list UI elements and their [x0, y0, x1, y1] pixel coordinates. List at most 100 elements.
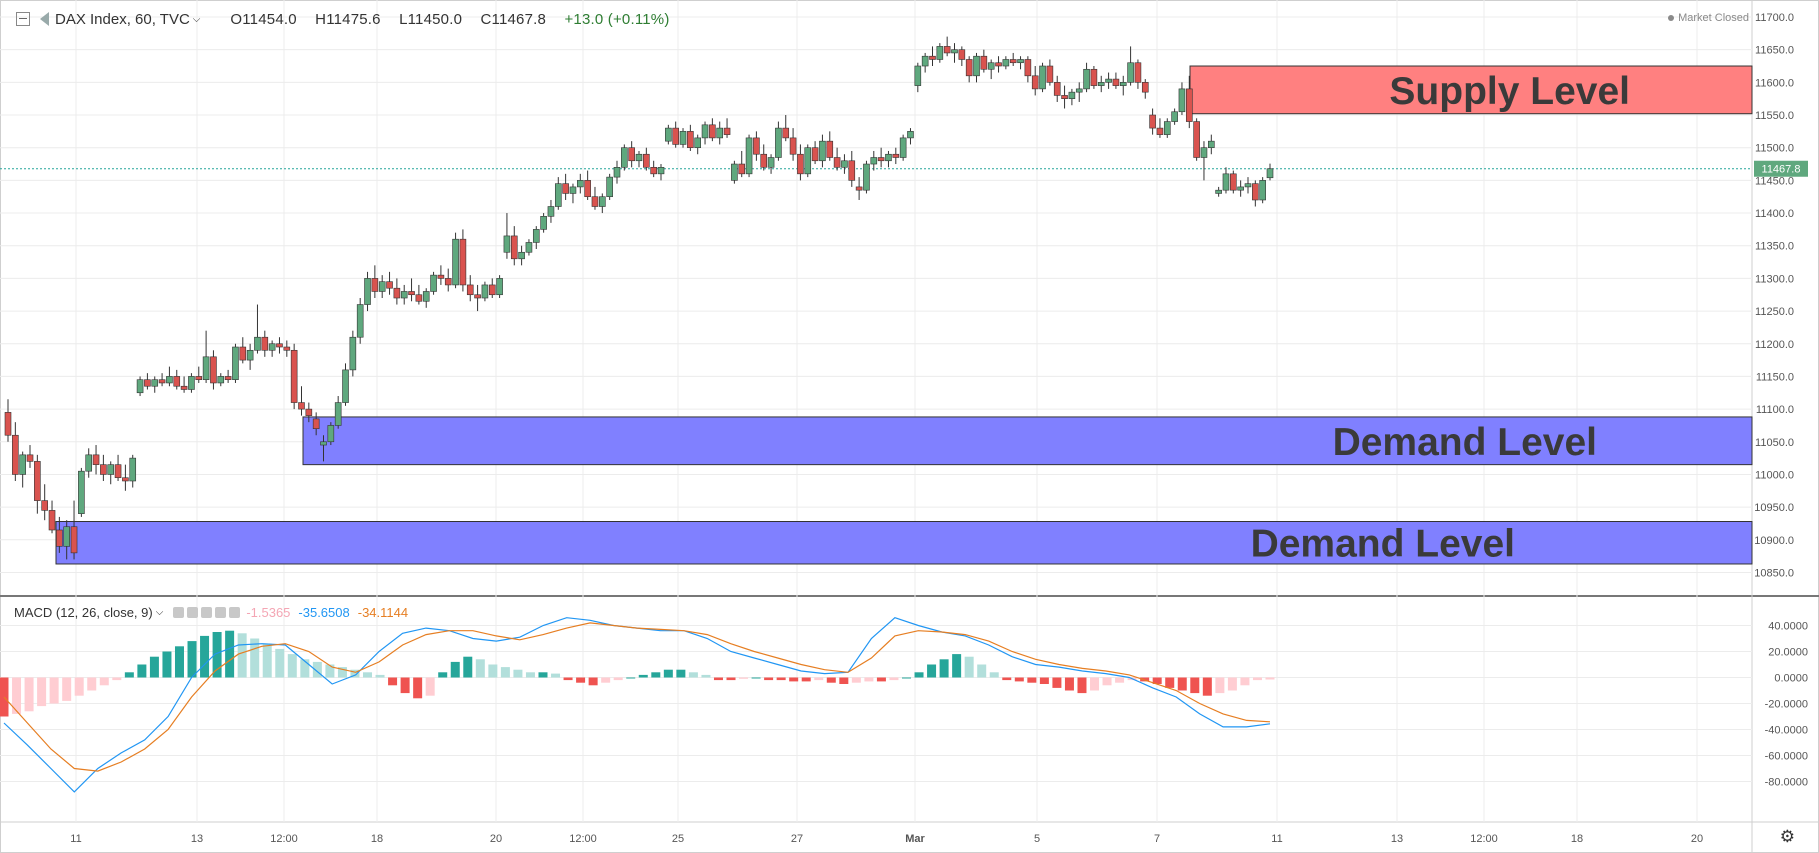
price-tick-label: 11200.0 — [1755, 339, 1794, 351]
candle-body — [540, 216, 547, 230]
macd-histogram-bar — [977, 664, 987, 678]
candle-body — [1178, 88, 1186, 113]
chevron-down-icon[interactable]: ⌵ — [192, 13, 201, 25]
macd-histogram-bar — [1152, 677, 1162, 684]
candle — [56, 516, 63, 553]
candle — [488, 278, 496, 299]
close-icon[interactable] — [229, 607, 241, 618]
candle-body — [232, 346, 239, 380]
macd-histogram-bar — [337, 667, 347, 678]
candle-body — [1208, 140, 1215, 148]
candle — [826, 131, 834, 161]
zone-rect[interactable] — [1189, 65, 1753, 115]
candle — [70, 500, 78, 560]
candle-body — [151, 379, 159, 387]
plus-icon[interactable] — [215, 607, 227, 618]
macd-histogram-bar — [413, 677, 423, 699]
candle — [444, 268, 452, 292]
macd-histogram-bar — [262, 643, 272, 678]
macd-title[interactable]: MACD (12, 26, close, 9) — [14, 605, 153, 620]
x-tick-label: 11 — [1271, 833, 1282, 845]
macd-histogram-bar — [1265, 677, 1275, 680]
candle-body — [459, 238, 467, 286]
macd-histogram-bar — [914, 672, 924, 678]
candle-body — [833, 157, 841, 168]
price-tick-label: 11700.0 — [1755, 12, 1794, 24]
candle-body — [1230, 173, 1237, 191]
zone-rect[interactable] — [302, 416, 1753, 466]
candle-body — [305, 408, 313, 416]
macd-histogram-bar — [638, 674, 648, 678]
macd-histogram-bar — [300, 659, 310, 678]
candle-body — [760, 153, 768, 168]
candle — [870, 150, 878, 171]
chevron-down-icon[interactable]: ⌵ — [155, 607, 164, 618]
candle — [1149, 108, 1156, 135]
candle-body — [1017, 59, 1024, 64]
candle-body — [1200, 147, 1208, 158]
candle-body — [400, 291, 408, 299]
candle-body — [290, 349, 298, 403]
axes: 11 13 12:00 18 20 12:00 25 27 Mar 5 7 11 13 12:00 18 20… — [70, 12, 1808, 845]
code-icon[interactable] — [201, 607, 213, 618]
candle — [701, 121, 709, 145]
candle — [943, 36, 951, 57]
zone-rect[interactable] — [55, 521, 1753, 565]
price-tick-label: 11400.0 — [1755, 208, 1794, 220]
candle-body — [848, 160, 856, 181]
candle — [1053, 75, 1061, 102]
candle — [650, 160, 657, 178]
candle-body — [1061, 95, 1068, 99]
candle-body — [694, 137, 701, 149]
candle — [694, 134, 701, 155]
candle-body — [158, 379, 166, 384]
candle-body — [1105, 78, 1112, 83]
price-tick-label: 11650.0 — [1755, 45, 1794, 57]
candle — [518, 245, 525, 266]
x-tick-label: 11 — [70, 833, 81, 845]
eye-icon[interactable] — [173, 607, 185, 618]
candle-body — [855, 186, 863, 191]
candle — [760, 144, 768, 171]
candle-body — [1215, 189, 1222, 194]
candle — [224, 369, 232, 383]
candle-body — [958, 49, 966, 60]
candle-body — [122, 477, 129, 482]
candle — [408, 278, 415, 302]
candle-body — [554, 183, 562, 207]
collapse-icon[interactable] — [16, 12, 30, 26]
symbol-title[interactable]: DAX Index, 60, TVC — [55, 10, 190, 28]
candle — [584, 170, 591, 200]
candle-body — [1039, 65, 1046, 90]
gear-icon[interactable]: ⚙ — [1779, 827, 1795, 846]
macd-histogram-bar — [701, 674, 711, 678]
macd-histogram-bar — [1027, 677, 1037, 683]
candle-body — [1083, 68, 1090, 90]
candle-body — [488, 284, 496, 296]
candle — [1039, 62, 1046, 93]
candle — [1061, 85, 1068, 109]
macd-histogram-bar — [250, 638, 260, 678]
candle-body — [349, 336, 357, 371]
macd-tick-label: 0.0000 — [1774, 673, 1808, 685]
signal-value: -34.1144 — [357, 605, 409, 620]
macd-tick-label: -80.0000 — [1765, 777, 1808, 789]
candle — [855, 177, 863, 200]
macd-histogram-bar — [876, 677, 886, 682]
candle-body — [569, 186, 577, 194]
macd-histogram-bar — [363, 672, 373, 678]
candle — [767, 154, 775, 174]
price-tick-label: 11350.0 — [1755, 241, 1794, 253]
candle-body — [239, 346, 247, 361]
candle-body — [1163, 121, 1171, 135]
settings-icon[interactable] — [187, 607, 199, 618]
macd-histogram-bar — [37, 677, 47, 707]
x-tick-label: 25 — [672, 833, 684, 845]
candle — [166, 366, 173, 387]
candle — [980, 49, 988, 73]
macd-histogram-bar — [1102, 677, 1112, 686]
candle — [532, 226, 540, 249]
macd-tick-label: -20.0000 — [1765, 699, 1808, 711]
candle — [202, 330, 210, 383]
